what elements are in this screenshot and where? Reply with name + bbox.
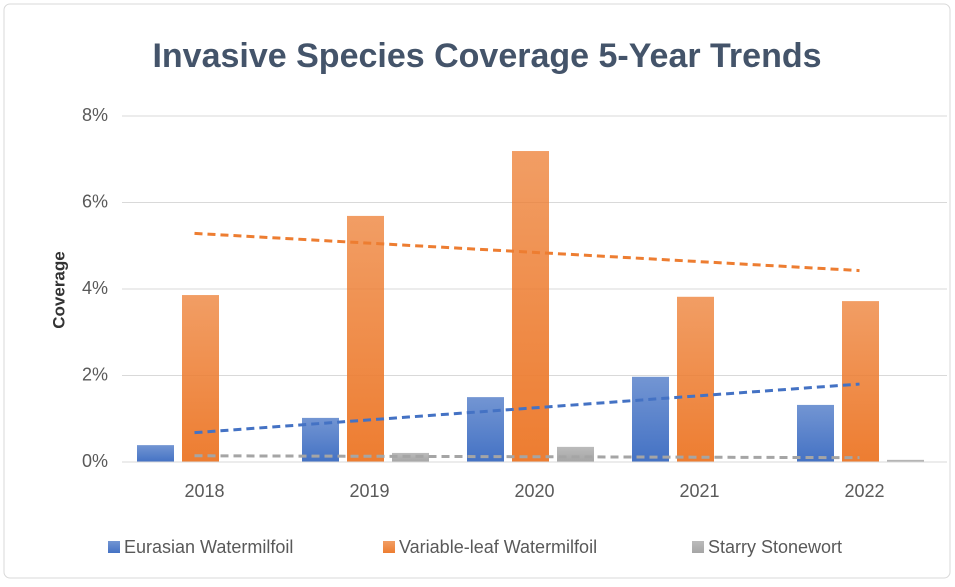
chart-title: Invasive Species Coverage 5-Year Trends: [152, 37, 821, 75]
chart-border: [3, 3, 951, 579]
legend-swatch: [692, 541, 704, 553]
bar: [182, 295, 219, 462]
bar: [467, 397, 504, 462]
legend-swatch: [108, 541, 120, 553]
y-tick-label: 2%: [82, 364, 108, 384]
y-tick-label: 4%: [82, 278, 108, 298]
legend-label: Starry Stonewort: [708, 537, 842, 557]
bar: [677, 296, 714, 462]
bar: [797, 404, 834, 462]
bar: [137, 445, 174, 462]
x-tick-label: 2022: [844, 481, 884, 501]
y-tick-label: 8%: [82, 105, 108, 125]
bar: [842, 301, 879, 462]
legend-swatch: [383, 541, 395, 553]
y-tick-label: 0%: [82, 451, 108, 471]
legend-label: Variable-leaf Watermilfoil: [399, 537, 597, 557]
legend-label: Eurasian Watermilfoil: [124, 537, 293, 557]
bar: [302, 417, 339, 462]
y-axis-label: Coverage: [49, 251, 68, 328]
x-tick-label: 2018: [184, 481, 224, 501]
bar: [392, 452, 429, 462]
trendline: [194, 454, 860, 460]
y-tick-label: 6%: [82, 191, 108, 211]
x-tick-label: 2019: [349, 481, 389, 501]
bar: [632, 376, 669, 462]
trendline: [194, 382, 860, 435]
x-tick-label: 2021: [679, 481, 719, 501]
x-tick-label: 2020: [514, 481, 554, 501]
trendline: [194, 231, 860, 273]
bar: [512, 151, 549, 462]
bar: [557, 446, 594, 462]
bar: [347, 215, 384, 462]
bar: [887, 459, 924, 462]
